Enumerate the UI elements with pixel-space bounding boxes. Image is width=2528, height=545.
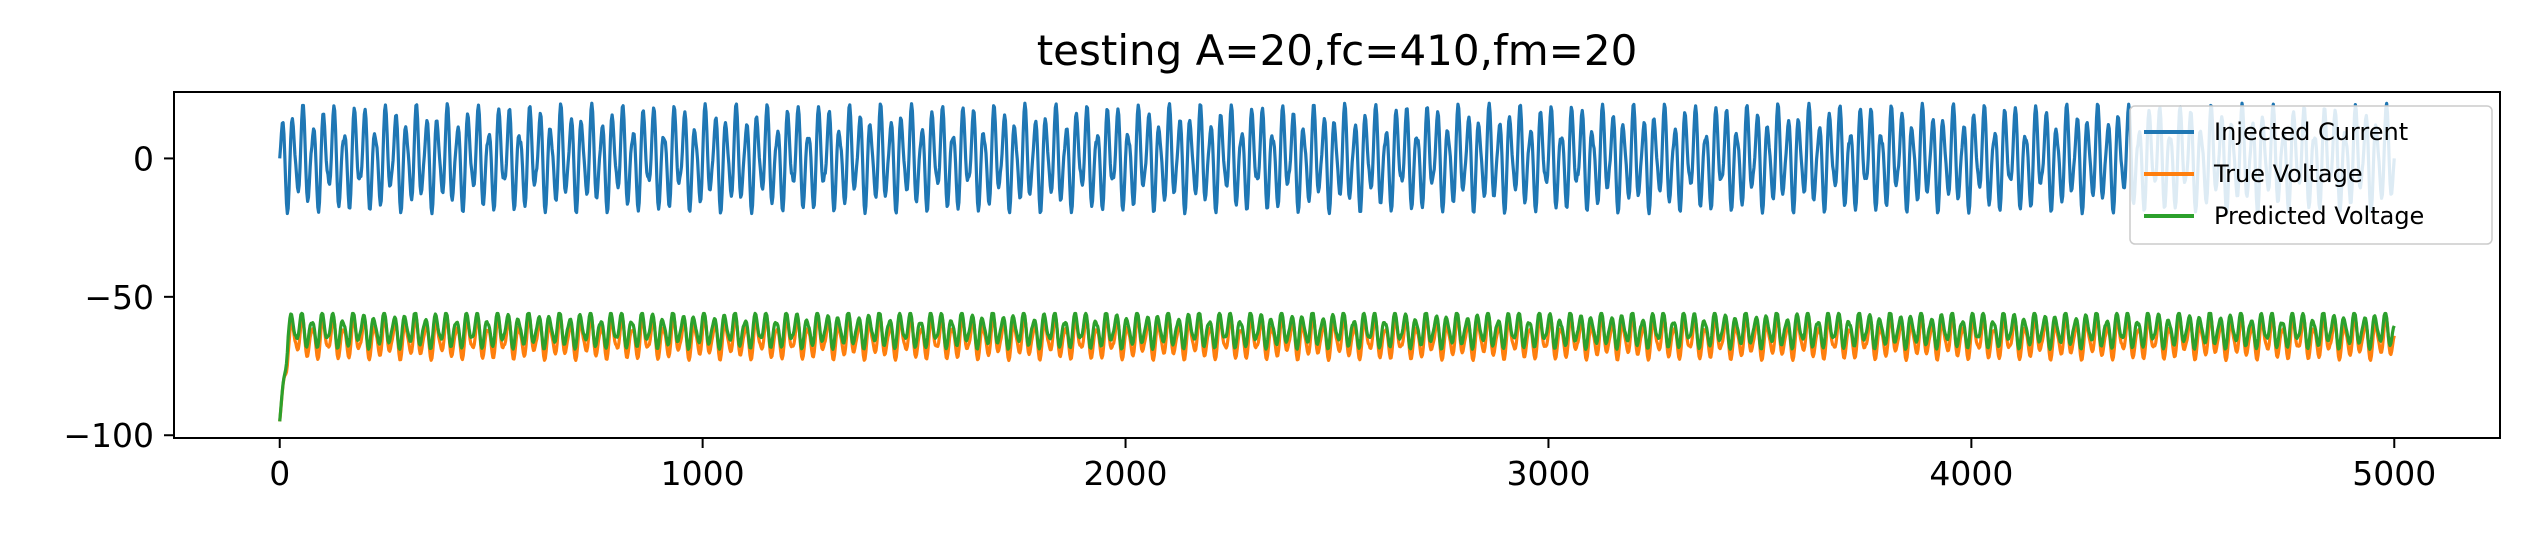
x-tick-label: 4000 <box>1929 454 2013 493</box>
x-axis-ticks: 0 1000 2000 3000 4000 5000 <box>269 438 2436 493</box>
y-axis-ticks: 0 −50 −100 <box>63 139 174 455</box>
legend-box <box>2129 105 2493 245</box>
legend: Injected Current True Voltage Predicted Vo… <box>2129 105 2493 245</box>
plot-lines <box>278 101 2396 422</box>
x-tick-label: 2000 <box>1084 454 1168 493</box>
series-line-injected-current <box>278 101 2396 216</box>
legend-label: Predicted Voltage <box>2214 202 2424 230</box>
series-line-true-voltage <box>278 314 2396 422</box>
x-tick-label: 5000 <box>2352 454 2436 493</box>
legend-label: True Voltage <box>2213 160 2363 188</box>
legend-label: Injected Current <box>2214 118 2408 146</box>
y-tick-label: −50 <box>84 278 154 317</box>
x-tick-label: 3000 <box>1506 454 1590 493</box>
y-tick-label: −100 <box>63 416 154 455</box>
chart-title: testing A=20,fc=410,fm=20 <box>1037 26 1638 75</box>
x-tick-label: 1000 <box>661 454 745 493</box>
x-tick-label: 0 <box>269 454 290 493</box>
y-tick-label: 0 <box>133 139 154 178</box>
axes-frame <box>173 91 2501 439</box>
series-line-predicted-voltage <box>278 311 2396 422</box>
